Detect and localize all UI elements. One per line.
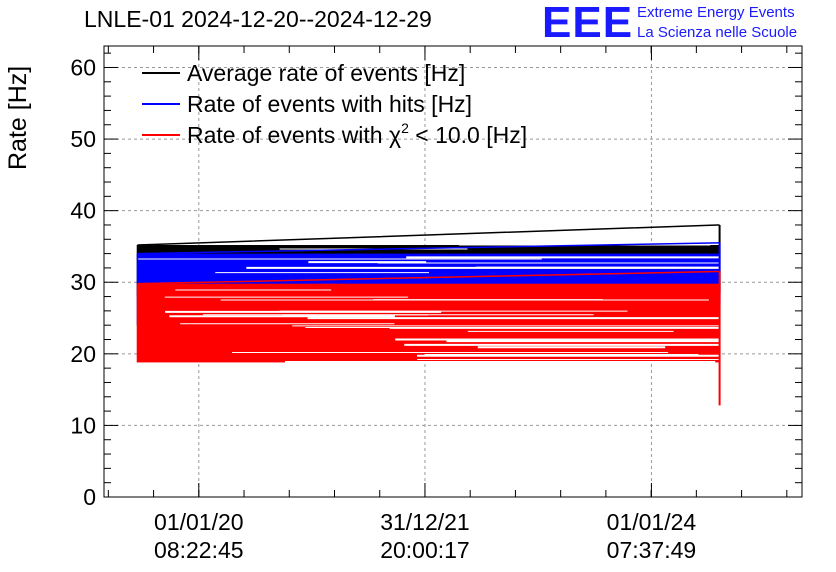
plot-frame [103, 45, 803, 498]
x-tick-time: 20:00:17 [380, 537, 470, 563]
data-series [136, 224, 721, 406]
y-tick-label: 60 [70, 54, 96, 80]
legend-label-hits: Rate of events with hits [Hz] [187, 91, 472, 117]
y-tick-label: 20 [70, 341, 96, 367]
x-tick-date: 31/12/21 [380, 509, 470, 535]
eee-logo-line2: La Scienza nelle Scuole [637, 24, 798, 41]
x-tick-date: 01/01/20 [154, 509, 244, 535]
y-tick-label: 10 [70, 412, 96, 438]
y-tick-label: 40 [70, 198, 96, 224]
x-tick-time: 07:37:49 [607, 537, 697, 563]
series-envelope [137, 224, 720, 246]
eee-logo-line1: Extreme Energy Events [637, 4, 795, 21]
legend-label-chi2: Rate of events with χ2 < 10.0 [Hz] [187, 120, 527, 148]
y-tick-label: 0 [83, 484, 96, 510]
y-tick-label: 30 [70, 269, 96, 295]
y-tick-label: 50 [70, 126, 96, 152]
series-band [137, 283, 720, 363]
x-tick-time: 08:22:45 [154, 537, 244, 563]
legend: Average rate of events [Hz] Rate of even… [142, 60, 527, 148]
chart-title: LNLE-01 2024-12-20--2024-12-29 [84, 6, 432, 32]
eee-logo: EEE [542, 0, 634, 47]
legend-label-avg: Average rate of events [Hz] [187, 60, 465, 86]
series-rate-chi2 [136, 270, 721, 406]
x-tick-date: 01/01/24 [607, 509, 697, 535]
